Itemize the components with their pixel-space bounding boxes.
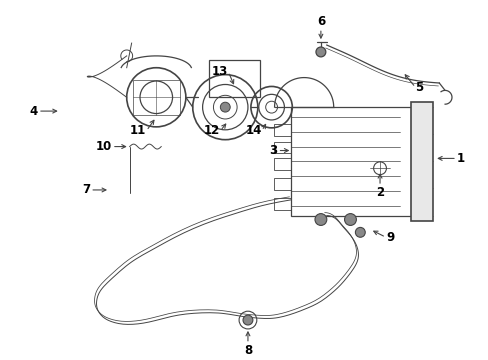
Text: 4: 4: [30, 105, 38, 118]
Text: 2: 2: [375, 186, 383, 199]
Circle shape: [243, 315, 252, 325]
Circle shape: [220, 102, 230, 112]
Text: 9: 9: [385, 231, 393, 244]
Bar: [273, 124, 291, 136]
Bar: [291, 107, 421, 216]
Circle shape: [344, 213, 356, 225]
Text: 10: 10: [96, 140, 112, 153]
Text: 1: 1: [456, 152, 464, 165]
Bar: [208, 60, 259, 97]
Text: 6: 6: [316, 15, 325, 28]
Text: 7: 7: [82, 184, 90, 197]
Bar: [132, 80, 180, 115]
Text: 8: 8: [244, 344, 251, 357]
Bar: [410, 102, 432, 221]
Bar: [273, 198, 291, 210]
Text: 12: 12: [203, 124, 220, 137]
Text: 5: 5: [415, 81, 423, 94]
Bar: [273, 158, 291, 170]
Circle shape: [355, 228, 365, 237]
Bar: [273, 178, 291, 190]
Text: 14: 14: [245, 124, 261, 137]
Circle shape: [314, 213, 326, 225]
Circle shape: [315, 47, 325, 57]
Bar: [273, 141, 291, 153]
Text: 13: 13: [212, 65, 228, 78]
Text: 11: 11: [130, 124, 146, 137]
Text: 3: 3: [269, 144, 277, 157]
